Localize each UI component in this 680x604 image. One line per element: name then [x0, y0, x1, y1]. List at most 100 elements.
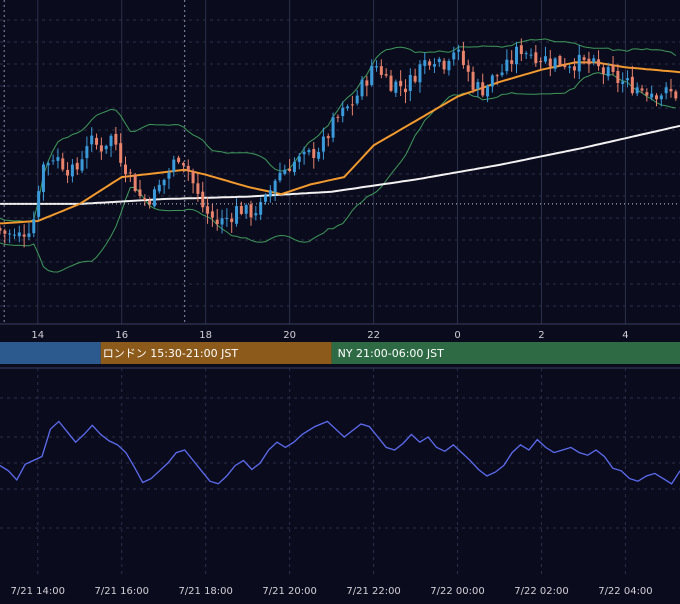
candle-body — [539, 61, 543, 63]
time-x-tick-label: 7/22 00:00 — [430, 586, 484, 597]
candle-body — [553, 58, 557, 69]
candle-body — [143, 198, 147, 200]
candle-body — [12, 234, 16, 236]
session-bar: ロンドン 15:30-21:00 JST NY 21:00-06:00 JST — [0, 342, 680, 364]
candle-body — [162, 179, 166, 186]
candle-body — [177, 157, 181, 163]
candle-body — [418, 64, 422, 83]
candle-body — [321, 136, 325, 152]
candle-body — [355, 95, 359, 104]
candle-body — [27, 233, 31, 237]
candle-body — [32, 219, 36, 234]
candle-body — [408, 74, 412, 91]
candle-body — [563, 65, 567, 68]
candle-body — [548, 58, 552, 67]
candle-body — [263, 195, 267, 202]
moving-average-short — [0, 61, 680, 225]
candle-body — [650, 93, 654, 98]
candle-body — [375, 66, 379, 68]
time-x-tick-label: 7/21 16:00 — [95, 586, 149, 597]
candle-body — [41, 164, 45, 193]
candle-body — [220, 218, 224, 225]
candle-body — [403, 88, 407, 93]
candle-body — [519, 45, 523, 55]
session-ny — [331, 342, 680, 364]
candle-body — [56, 157, 60, 161]
candle-body — [428, 61, 432, 66]
candle-body — [432, 64, 436, 67]
candle-body — [181, 163, 185, 166]
candle-body — [157, 184, 161, 192]
candle-body — [8, 233, 12, 235]
price-x-tick-label: 20 — [283, 330, 296, 341]
session-london — [100, 342, 332, 364]
candle-body — [654, 95, 658, 100]
candle-body — [524, 53, 528, 55]
candle-body — [572, 66, 576, 71]
candle-body — [119, 143, 123, 163]
candle-body — [534, 52, 538, 64]
candle-body — [606, 67, 610, 77]
oscillator-line — [0, 420, 680, 485]
candle-body — [331, 117, 335, 138]
candle-body — [109, 135, 113, 147]
candle-body — [577, 54, 581, 72]
candle-body — [457, 49, 461, 52]
candle-body — [635, 87, 639, 94]
candle-body — [592, 58, 596, 63]
candle-body — [225, 218, 229, 220]
candle-body — [587, 58, 591, 65]
price-x-tick-label: 4 — [622, 330, 628, 341]
candle-body — [244, 205, 248, 214]
candle-body — [302, 151, 306, 155]
candle-body — [384, 74, 388, 76]
price-x-tick-label: 18 — [199, 330, 212, 341]
candle-body — [288, 168, 292, 171]
session-label-ny: NY 21:00-06:00 JST — [338, 347, 445, 360]
time-x-tick-label: 7/21 22:00 — [346, 586, 400, 597]
time-x-axis: 7/21 14:00 7/21 16:00 7/21 18:00 7/21 20:00… — [11, 586, 653, 597]
candle-body — [630, 76, 634, 94]
candle-body — [336, 116, 340, 118]
time-x-tick-label: 7/21 18:00 — [178, 586, 232, 597]
candle-body — [201, 191, 205, 208]
candle-body — [365, 80, 369, 86]
candle-body — [597, 59, 601, 67]
candle-body — [500, 72, 504, 76]
oscillator-panel: 7/21 14:00 7/21 16:00 7/21 18:00 7/21 20:00… — [0, 367, 680, 597]
candle-body — [346, 106, 350, 109]
candle-body — [3, 230, 7, 234]
candle-body — [70, 164, 74, 177]
time-x-tick-label: 7/22 02:00 — [514, 586, 568, 597]
candle-body — [312, 149, 316, 159]
candlesticks — [0, 38, 678, 248]
candle-body — [128, 172, 132, 174]
candle-body — [152, 189, 156, 207]
candle-body — [616, 70, 620, 83]
candle-body — [206, 206, 210, 214]
candle-body — [254, 213, 258, 216]
time-x-tick-label: 7/21 20:00 — [262, 586, 316, 597]
candle-body — [215, 219, 219, 225]
candle-body — [379, 66, 383, 75]
candle-body — [370, 65, 374, 86]
session-tokyo — [0, 342, 101, 364]
candle-body — [582, 57, 586, 60]
candle-body — [133, 174, 137, 192]
candle-body — [99, 145, 103, 152]
candle-body — [37, 191, 41, 217]
candle-body — [273, 180, 277, 193]
price-x-tick-label: 0 — [454, 330, 460, 341]
candle-body — [148, 200, 152, 205]
candle-body — [515, 46, 519, 65]
candle-body — [394, 81, 398, 93]
candle-body — [529, 54, 533, 56]
candle-body — [17, 232, 21, 237]
candle-body — [167, 172, 171, 179]
candle-body — [138, 189, 142, 196]
price-panel: 14 16 18 20 22 0 2 4 — [0, 0, 680, 341]
candle-body — [172, 159, 176, 172]
candle-body — [626, 78, 630, 81]
price-x-axis: 14 16 18 20 22 0 2 4 — [0, 323, 680, 341]
